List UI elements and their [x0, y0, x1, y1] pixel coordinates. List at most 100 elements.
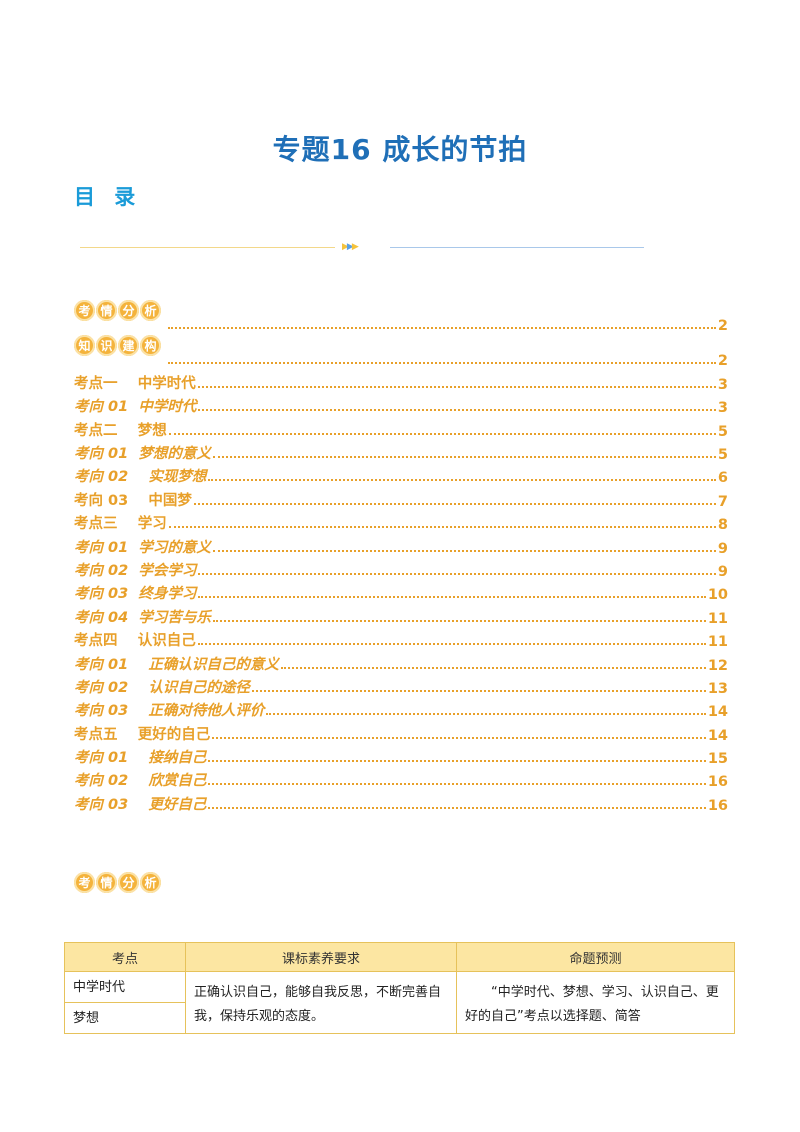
toc-entry-label: 考向 03 中国梦	[74, 493, 192, 509]
table-cell: 梦想	[64, 1002, 186, 1034]
toc-entry-label: 考向 02 实现梦想	[74, 469, 207, 485]
badge-char: 情	[96, 872, 117, 893]
toc-leader-dots	[198, 572, 716, 575]
toc-entry[interactable]: 考点五 更好的自己 14	[74, 722, 728, 744]
toc-leader-dots	[197, 642, 706, 645]
toc-heading: 目 录	[74, 185, 142, 209]
toc-page-number: 12	[707, 658, 728, 674]
toc-leader-dots	[193, 502, 716, 505]
badge-char: 析	[140, 872, 161, 893]
toc-entry-label: 考向 03 正确对待他人评价	[74, 703, 265, 719]
toc-entry[interactable]: 考向 03 中国梦 7	[74, 488, 728, 510]
toc-page-number: 6	[717, 470, 728, 486]
toc-leader-dots	[168, 525, 716, 528]
toc-entry[interactable]: 知识建构 2	[74, 335, 728, 369]
toc-page-number: 11	[707, 611, 728, 627]
toc-entry[interactable]: 考向 01 中学时代 3	[74, 394, 728, 416]
badge-char: 分	[118, 300, 139, 321]
table-cell: “中学时代、梦想、学习、认识自己、更好的自己”考点以选择题、简答	[456, 971, 735, 1034]
toc-page-number: 5	[717, 447, 728, 463]
table-cell: 中学时代	[64, 971, 186, 1003]
toc-page-number: 11	[707, 634, 728, 650]
toc-page-number: 8	[717, 517, 728, 533]
section-badge: 知识建构	[74, 335, 161, 356]
divider-right-line	[390, 247, 644, 248]
toc-leader-dots	[212, 549, 716, 552]
toc-page-number: 9	[717, 564, 728, 580]
toc-leader-dots	[280, 666, 706, 669]
toc-page-number: 14	[707, 704, 728, 720]
toc-entry[interactable]: 考向 03 正确对待他人评价 14	[74, 698, 728, 720]
toc-entry-label: 考点五 更好的自己	[74, 727, 211, 743]
toc-leader-dots	[208, 782, 706, 785]
toc-page-number: 7	[717, 494, 728, 510]
page-title: 专题16 成长的节拍	[272, 133, 528, 166]
toc-entry-label: 考点三 学习	[74, 516, 167, 532]
toc-leader-dots	[168, 326, 716, 329]
toc-page-number: 10	[707, 587, 728, 603]
toc-entry[interactable]: 考向 02 学会学习 9	[74, 558, 728, 580]
badge-char: 析	[140, 300, 161, 321]
toc-entry[interactable]: 考情分析 2	[74, 300, 728, 334]
toc-entry[interactable]: 考向 01 正确认识自己的意义 12	[74, 652, 728, 674]
badge-char: 分	[118, 872, 139, 893]
toc-page-number: 9	[717, 541, 728, 557]
toc-leader-dots	[208, 806, 706, 809]
toc-page-number: 14	[707, 728, 728, 744]
toc-leader-dots	[198, 408, 716, 411]
toc-leader-dots	[212, 619, 706, 622]
toc-entry[interactable]: 考向 04 学习苦与乐 11	[74, 605, 728, 627]
kaoqing-table: 考点 课标素养要求 命题预测 中学时代 正确认识自己，能够自我反思，不断完善自我…	[64, 942, 735, 1034]
toc-entry-label: 考向 01 学习的意义	[74, 540, 211, 556]
toc-page-number: 3	[717, 377, 728, 393]
toc-entry[interactable]: 考点一 中学时代 3	[74, 371, 728, 393]
toc-entry-label: 考点四 认识自己	[74, 633, 196, 649]
toc-entry[interactable]: 考点四 认识自己 11	[74, 628, 728, 650]
table-header: 命题预测	[456, 942, 735, 972]
toc-page-number: 16	[707, 774, 728, 790]
toc-entry[interactable]: 考点三 学习 8	[74, 511, 728, 533]
toc-entry[interactable]: 考向 01 接纳自己 15	[74, 745, 728, 767]
badge-char: 知	[74, 335, 95, 356]
toc-entry[interactable]: 考向 02 欣赏自己 16	[74, 768, 728, 790]
toc-leader-dots	[168, 361, 716, 364]
toc-entry-label: 考向 02 学会学习	[74, 563, 197, 579]
divider-left-line	[80, 247, 335, 248]
toc-entry[interactable]: 考向 01 梦想的意义 5	[74, 441, 728, 463]
divider: ▶▶▶	[80, 242, 644, 252]
toc-entry-label: 考向 04 学习苦与乐	[74, 610, 211, 626]
badge-char: 考	[74, 872, 95, 893]
toc-entry[interactable]: 考向 02 认识自己的途径 13	[74, 675, 728, 697]
toc-entry-label: 考向 01 接纳自己	[74, 750, 207, 766]
table-header: 课标素养要求	[185, 942, 457, 972]
toc-leader-dots	[266, 712, 706, 715]
toc-leader-dots	[212, 455, 716, 458]
toc-entry[interactable]: 考向 03 更好自己 16	[74, 792, 728, 814]
toc-entry-label: 考向 01 中学时代	[74, 399, 197, 415]
toc-page-number: 3	[717, 400, 728, 416]
badge-char: 识	[96, 335, 117, 356]
table-header: 考点	[64, 942, 186, 972]
toc-entry[interactable]: 考向 03 终身学习 10	[74, 581, 728, 603]
toc-entry[interactable]: 考向 01 学习的意义 9	[74, 535, 728, 557]
toc-leader-dots	[197, 385, 716, 388]
badge-char: 建	[118, 335, 139, 356]
badge-char: 构	[140, 335, 161, 356]
toc-entry[interactable]: 考向 02 实现梦想 6	[74, 464, 728, 486]
toc-entry-label: 考向 02 欣赏自己	[74, 773, 207, 789]
toc-leader-dots	[251, 689, 706, 692]
toc-page-number: 15	[707, 751, 728, 767]
toc-entry-label: 考向 03 终身学习	[74, 586, 197, 602]
toc-leader-dots	[168, 432, 716, 435]
toc-entry-label: 考向 01 梦想的意义	[74, 446, 211, 462]
badge-char: 情	[96, 300, 117, 321]
toc-entry-label: 考点二 梦想	[74, 423, 167, 439]
badge-char: 考	[74, 300, 95, 321]
toc-entry-label: 考向 03 更好自己	[74, 797, 207, 813]
toc-page-number: 2	[717, 353, 728, 369]
toc-page-number: 16	[707, 798, 728, 814]
toc-leader-dots	[212, 736, 706, 739]
toc-entry[interactable]: 考点二 梦想 5	[74, 418, 728, 440]
table-cell: 正确认识自己，能够自我反思，不断完善自我，保持乐观的态度。	[185, 971, 457, 1034]
section-badge: 考情分析	[74, 300, 161, 321]
